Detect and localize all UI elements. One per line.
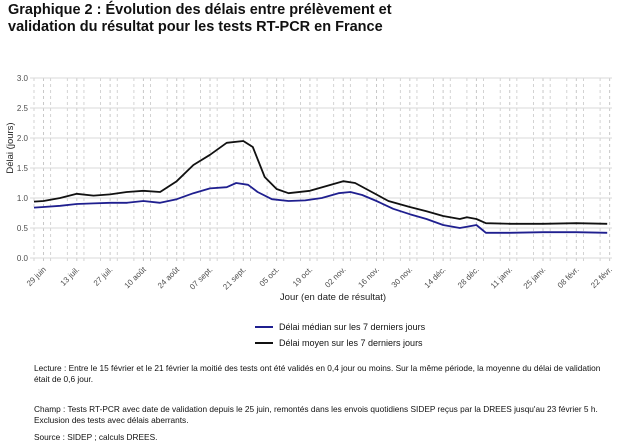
x-tick-label: 08 févr.	[556, 265, 581, 290]
y-tick-label: 1.5	[17, 164, 29, 173]
y-tick-label: 2.0	[17, 134, 29, 143]
x-tick-label: 02 nov.	[323, 265, 348, 290]
source-note: Source : SIDEP ; calculs DREES.	[34, 432, 158, 442]
x-tick-label: 05 oct.	[258, 265, 281, 288]
x-tick-label: 25 janv.	[522, 265, 548, 291]
y-tick-label: 1.0	[17, 194, 29, 203]
x-tick-label: 27 juil.	[92, 265, 115, 288]
x-tick-label: 24 août	[156, 265, 182, 291]
chart-title: Graphique 2 : Évolution des délais entre…	[8, 2, 628, 36]
legend-label-mean: Délai moyen sur les 7 derniers jours	[279, 338, 423, 348]
legend-label-median: Délai médian sur les 7 derniers jours	[279, 322, 426, 332]
line-chart: 0.0 0.5 1.0 1.5 2.0 2.5 3.0 29 juin 13 juil. 27 j…	[5, 74, 614, 303]
chart-legend: Délai médian sur les 7 derniers jours Dé…	[255, 319, 425, 351]
x-axis-title: Jour (en date de résultat)	[280, 292, 386, 303]
chart-title-line-2: validation du résultat pour les tests RT…	[8, 19, 383, 35]
y-tick-label: 0.5	[17, 224, 29, 233]
legend-item-median: Délai médian sur les 7 derniers jours	[255, 319, 425, 335]
y-tick-label: 0.0	[17, 254, 29, 263]
legend-swatch-median	[255, 326, 273, 328]
lecture-note: Lecture : Entre le 15 février et le 21 f…	[34, 363, 601, 384]
x-tick-label: 16 nov.	[356, 265, 381, 290]
median-delay-line	[33, 182, 608, 234]
x-tick-label: 30 nov.	[390, 265, 415, 290]
x-tick-label: 13 juil.	[59, 265, 82, 288]
chart-title-line-1: Graphique 2 : Évolution des délais entre…	[8, 2, 392, 18]
x-tick-label: 22 févr.	[589, 265, 614, 290]
champ-note: Champ : Tests RT-PCR avec date de valida…	[34, 404, 598, 425]
x-tick-label: 11 janv.	[489, 265, 514, 290]
mean-delay-line	[33, 140, 608, 225]
legend-swatch-mean	[255, 342, 273, 344]
y-tick-label: 3.0	[17, 74, 29, 83]
x-tick-label: 28 déc.	[456, 265, 481, 290]
y-tick-label: 2.5	[17, 104, 29, 113]
legend-item-mean: Délai moyen sur les 7 derniers jours	[255, 335, 425, 351]
x-tick-label: 10 août	[123, 265, 149, 291]
x-tick-label: 29 juin	[25, 265, 48, 288]
x-tick-label: 07 sept.	[188, 265, 214, 291]
x-tick-label: 21 sept.	[221, 265, 247, 291]
x-tick-label: 19 oct.	[291, 265, 314, 288]
x-tick-label: 14 déc.	[423, 265, 448, 290]
y-axis-title: Délai (jours)	[5, 122, 16, 173]
